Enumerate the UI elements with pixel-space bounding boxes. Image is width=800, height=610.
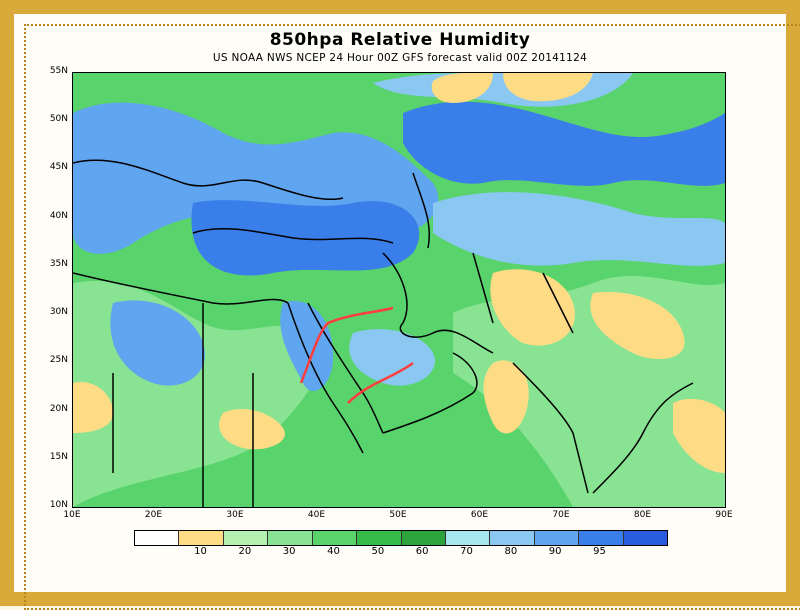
legend-label: 95 <box>593 546 606 557</box>
coastline-layer <box>73 159 694 507</box>
y-axis-label: 30N <box>49 307 68 318</box>
region-rh-20-india <box>590 292 685 359</box>
legend-swatch <box>445 531 491 545</box>
legend-label: 40 <box>327 546 340 557</box>
coastline-europe <box>73 159 344 201</box>
legend-label: 90 <box>548 546 562 557</box>
coastline-caspian <box>412 172 431 249</box>
coastline-red-sea-east <box>307 302 384 434</box>
x-axis-label: 20E <box>144 510 163 520</box>
annotation-lines <box>299 306 414 404</box>
coastline-india-west <box>512 362 589 494</box>
legend-swatch <box>490 531 535 545</box>
legend-swatch <box>623 531 668 545</box>
y-axis-label: 10N <box>49 500 68 510</box>
region-rh-20-arabian-sea <box>483 360 529 434</box>
y-axis-label: 35N <box>49 258 68 269</box>
x-axis-label: 30E <box>226 510 244 520</box>
x-axis-label: 70E <box>552 510 570 520</box>
region-rh-90-central-asia <box>403 101 725 186</box>
legend-label: 70 <box>460 546 473 557</box>
red-line-north <box>299 306 394 384</box>
y-axis-label: 50N <box>49 114 68 125</box>
coastline-arabia <box>382 352 478 434</box>
x-axis-label: 90E <box>715 510 733 520</box>
x-axis-label: 80E <box>633 510 652 520</box>
map-subtitle: US NOAA NWS NCEP 24 Hour 00Z GFS forecas… <box>212 52 588 64</box>
region-rh-20-pakistan <box>490 269 575 346</box>
y-axis-label: 45N <box>49 162 68 173</box>
legend-swatch <box>357 531 402 545</box>
y-axis-label: 25N <box>49 355 68 366</box>
coastline-red-sea-west <box>287 302 364 454</box>
humidity-map <box>72 72 726 508</box>
region-rh-70-central <box>433 192 725 266</box>
red-line-south <box>347 361 414 404</box>
region-rh-20-north <box>431 73 493 103</box>
map-title: 850hpa Relative Humidity <box>269 30 531 50</box>
coastline-india-east <box>592 382 694 494</box>
legend-swatch <box>534 531 580 545</box>
region-rh-70-arabia <box>349 329 435 386</box>
legend-label: 50 <box>371 546 385 557</box>
legend-label: 60 <box>415 546 429 557</box>
y-axis-label: 40N <box>49 210 68 221</box>
x-axis-label: 10E <box>63 510 81 520</box>
region-rh-20-africa-west <box>73 382 113 433</box>
region-rh-20-sudan <box>219 408 285 450</box>
legend-swatch <box>268 531 313 545</box>
x-axis-label: 40E <box>307 510 326 520</box>
coastline-mediterranean <box>73 272 289 305</box>
legend-swatch <box>179 531 224 545</box>
legend-swatch <box>401 531 446 545</box>
coastline-persian-gulf <box>382 252 494 354</box>
y-axis-label: 15N <box>49 451 68 462</box>
legend-swatch <box>312 531 358 545</box>
x-axis-label: 50E <box>389 510 407 520</box>
coastline-black-sea <box>192 228 394 244</box>
color-legend <box>134 530 668 546</box>
legend-label: 80 <box>504 546 518 557</box>
y-axis-label: 20N <box>49 403 68 414</box>
y-axis-label: 55N <box>49 66 68 76</box>
region-rh-20-north-east <box>503 73 593 102</box>
legend-label: 20 <box>238 546 252 557</box>
legend-swatch <box>579 531 624 545</box>
x-axis-label: 60E <box>470 510 489 520</box>
region-rh-80-libya <box>110 300 205 386</box>
legend-label: 30 <box>282 546 296 557</box>
humidity-map-svg <box>73 73 725 507</box>
legend-swatch <box>223 531 269 545</box>
legend-label: 10 <box>194 546 207 557</box>
region-rh-20-bay-of-bengal <box>673 398 725 473</box>
country-borders <box>112 252 574 507</box>
region-rh-90-turkey <box>191 200 420 276</box>
region-rh-80-redsea <box>280 301 334 392</box>
legend-swatch <box>135 531 180 545</box>
